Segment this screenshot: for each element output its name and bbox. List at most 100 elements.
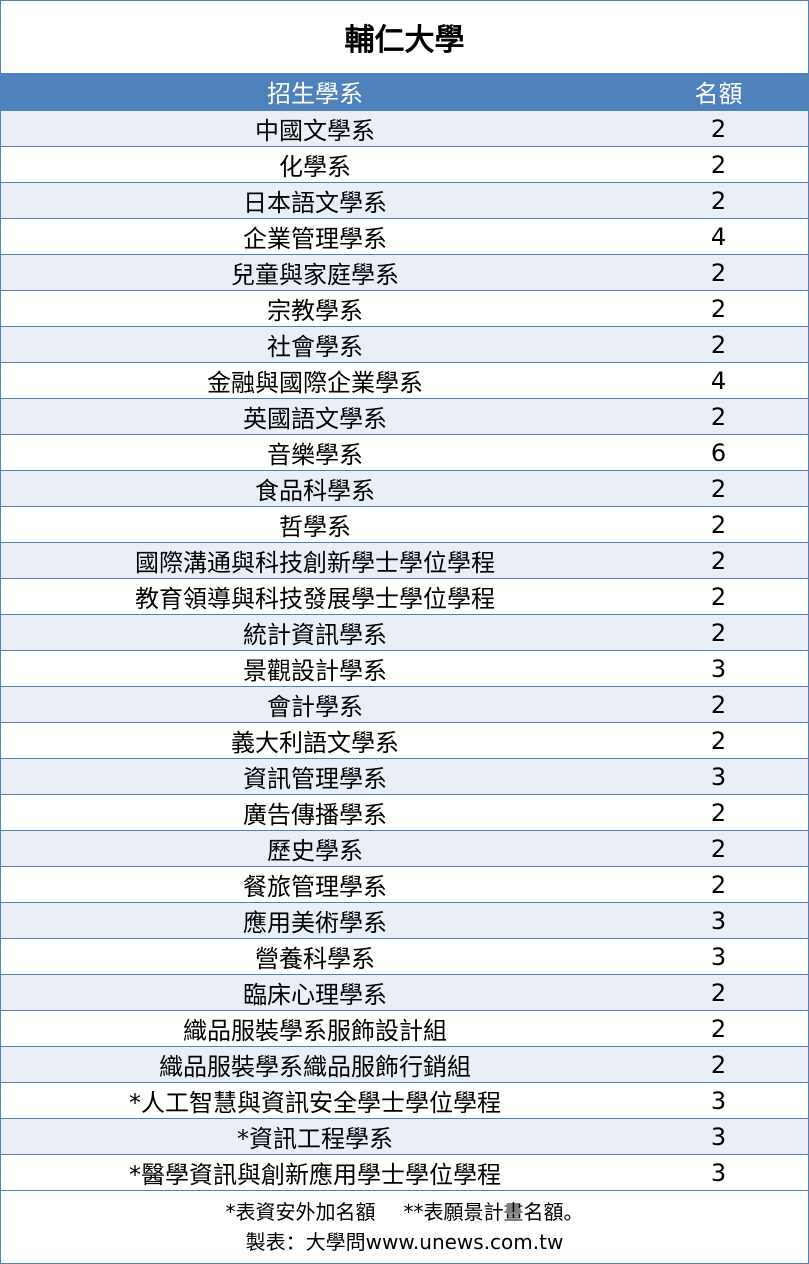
- credit: 製表：大學問www.unews.com.tw: [245, 1230, 564, 1254]
- quota-cell: 2: [710, 726, 727, 755]
- footnote-line: *表資安外加名額 **表願景計畫名額。: [226, 1197, 584, 1227]
- table-row: 國際溝通與科技創新學士學位學程 2: [1, 542, 808, 578]
- quota-cell: 3: [710, 654, 727, 683]
- department-cell: 織品服裝學系織品服飾行銷組: [159, 1053, 471, 1081]
- table-row: 企業管理學系 4: [1, 218, 808, 254]
- department-cell: 宗教學系: [267, 297, 363, 325]
- department-cell: 會計學系: [267, 693, 363, 721]
- footnote-vision-quota: **表願景計畫名額。: [403, 1200, 584, 1224]
- table-row: 歷史學系 2: [1, 830, 808, 866]
- quota-cell: 2: [710, 114, 727, 143]
- department-cell: 資訊管理學系: [243, 765, 387, 793]
- department-cell: 英國語文學系: [243, 405, 387, 433]
- department-cell: 廣告傳播學系: [243, 801, 387, 829]
- department-cell: 臨床心理學系: [243, 981, 387, 1009]
- table-row: 宗教學系 2: [1, 290, 808, 326]
- footnote-extra-quota: *表資安外加名額: [225, 1200, 376, 1224]
- quota-cell: 3: [710, 762, 727, 791]
- table-row: 應用美術學系 3: [1, 902, 808, 938]
- table-row: *資訊工程學系 3: [1, 1118, 808, 1154]
- quota-cell: 2: [710, 690, 727, 719]
- quota-cell: 3: [710, 1122, 727, 1151]
- department-cell: 歷史學系: [267, 837, 363, 865]
- table-row: 化學系 2: [1, 146, 808, 182]
- department-cell: 日本語文學系: [243, 189, 387, 217]
- table-row: 景觀設計學系 3: [1, 650, 808, 686]
- department-cell: *資訊工程學系: [237, 1125, 393, 1153]
- department-cell: 義大利語文學系: [231, 729, 399, 757]
- table-row: 日本語文學系 2: [1, 182, 808, 218]
- quota-cell: 2: [710, 186, 727, 215]
- table-row: 音樂學系 6: [1, 434, 808, 470]
- quota-cell: 2: [710, 474, 727, 503]
- department-cell: 營養科學系: [255, 945, 375, 973]
- department-cell: 食品科學系: [255, 477, 375, 505]
- quota-cell: 2: [710, 546, 727, 575]
- table-row: 英國語文學系 2: [1, 398, 808, 434]
- table-row: 織品服裝學系服飾設計組 2: [1, 1010, 808, 1046]
- table-row: 義大利語文學系 2: [1, 722, 808, 758]
- quota-cell: 2: [710, 1050, 727, 1079]
- table-row: 廣告傳播學系 2: [1, 794, 808, 830]
- table-row: 教育領導與科技發展學士學位學程 2: [1, 578, 808, 614]
- quota-cell: 2: [710, 402, 727, 431]
- department-cell: 化學系: [279, 153, 351, 181]
- table-row: 統計資訊學系 2: [1, 614, 808, 650]
- quota-cell: 3: [710, 906, 727, 935]
- table-row: 金融與國際企業學系 4: [1, 362, 808, 398]
- quota-cell: 2: [710, 870, 727, 899]
- quota-cell: 2: [710, 978, 727, 1007]
- department-cell: 國際溝通與科技創新學士學位學程: [135, 549, 495, 577]
- table-row: 餐旅管理學系 2: [1, 866, 808, 902]
- table-title: 輔仁大學: [344, 23, 465, 58]
- quota-cell: 2: [710, 150, 727, 179]
- table-row: *人工智慧與資訊安全學士學位學程 3: [1, 1082, 808, 1118]
- department-cell: 統計資訊學系: [243, 621, 387, 649]
- department-cell: 景觀設計學系: [243, 657, 387, 685]
- department-cell: 社會學系: [267, 333, 363, 361]
- quota-cell: 3: [710, 1086, 727, 1115]
- department-cell: 企業管理學系: [243, 225, 387, 253]
- quota-cell: 4: [710, 222, 727, 251]
- quota-cell: 2: [710, 618, 727, 647]
- quota-cell: 2: [710, 834, 727, 863]
- quota-cell: 3: [710, 1158, 727, 1187]
- table-row: 營養科學系 3: [1, 938, 808, 974]
- table-row: 織品服裝學系織品服飾行銷組 2: [1, 1046, 808, 1082]
- table-row: 社會學系 2: [1, 326, 808, 362]
- table-row: *醫學資訊與創新應用學士學位學程 3: [1, 1154, 808, 1190]
- table-body: 中國文學系 2 化學系 2 日本語文學系 2 企業管理學系 4 兒童與家庭學系 2 宗教學系 2 社會學…: [1, 110, 808, 1190]
- table-row: 資訊管理學系 3: [1, 758, 808, 794]
- table-row: 哲學系 2: [1, 506, 808, 542]
- table-row: 兒童與家庭學系 2: [1, 254, 808, 290]
- department-cell: 兒童與家庭學系: [231, 261, 399, 289]
- header-department: 招生學系: [267, 80, 363, 108]
- table-footer: *表資安外加名額 **表願景計畫名額。 製表：大學問www.unews.com.t…: [1, 1190, 808, 1263]
- table-row: 中國文學系 2: [1, 110, 808, 146]
- table-row: 臨床心理學系 2: [1, 974, 808, 1010]
- quota-cell: 4: [710, 366, 727, 395]
- quota-cell: 2: [710, 1014, 727, 1043]
- quota-cell: 3: [710, 942, 727, 971]
- department-cell: 哲學系: [279, 513, 351, 541]
- department-cell: 織品服裝學系服飾設計組: [183, 1017, 447, 1045]
- quota-cell: 2: [710, 330, 727, 359]
- quota-cell: 2: [710, 258, 727, 287]
- quota-cell: 2: [710, 582, 727, 611]
- quota-cell: 2: [710, 510, 727, 539]
- table-row: 食品科學系 2: [1, 470, 808, 506]
- department-cell: 餐旅管理學系: [243, 873, 387, 901]
- department-cell: 金融與國際企業學系: [207, 369, 423, 397]
- department-cell: 教育領導與科技發展學士學位學程: [135, 585, 495, 613]
- quota-cell: 2: [710, 294, 727, 323]
- department-cell: 音樂學系: [267, 441, 363, 469]
- quota-cell: 2: [710, 798, 727, 827]
- department-cell: 中國文學系: [255, 117, 375, 145]
- department-cell: *人工智慧與資訊安全學士學位學程: [129, 1089, 501, 1117]
- header-quota: 名額: [694, 80, 743, 108]
- department-cell: *醫學資訊與創新應用學士學位學程: [129, 1161, 501, 1189]
- department-cell: 應用美術學系: [243, 909, 387, 937]
- table-row: 會計學系 2: [1, 686, 808, 722]
- table-header: 招生學系 名額: [1, 73, 808, 110]
